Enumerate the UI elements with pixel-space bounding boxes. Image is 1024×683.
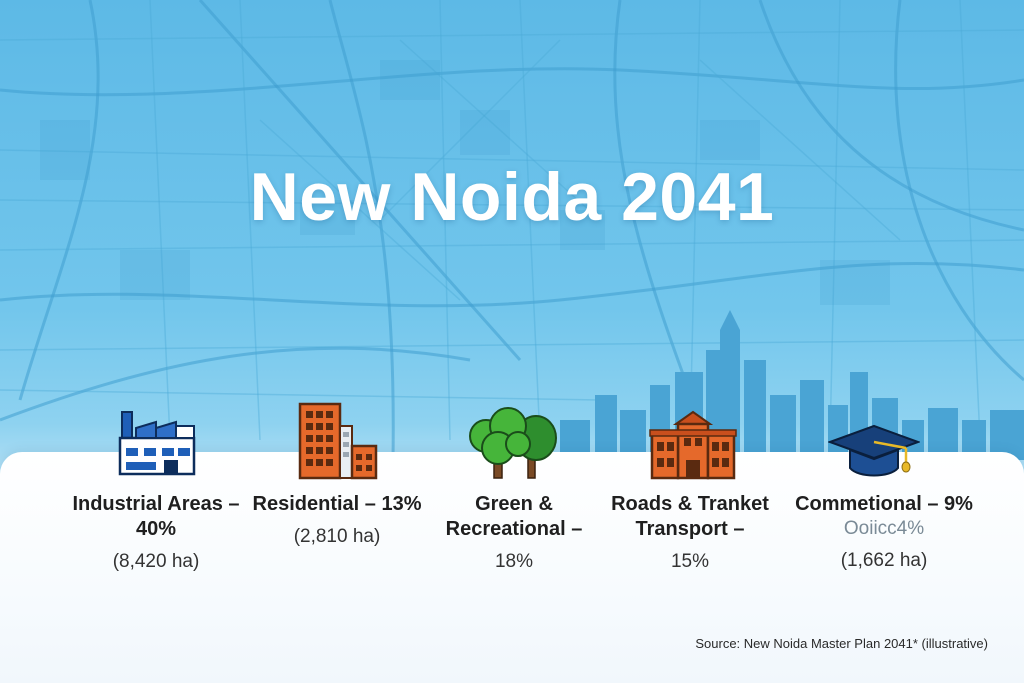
land-use-panel <box>0 452 1024 683</box>
trees-icon <box>469 407 557 479</box>
graduation-cap-icon <box>828 424 920 477</box>
category-commercial: Commetional – 9% Ooiicc4% (1,662 ha) <box>782 492 986 573</box>
station-building-icon <box>649 410 737 480</box>
category-detail: (8,420 ha) <box>112 551 200 572</box>
category-subdetail: Ooiicc4% <box>843 518 925 539</box>
category-residential: Residential – 13% (2,810 ha) <box>252 492 422 549</box>
category-detail: (2,810 ha) <box>293 526 381 547</box>
category-detail: 18% <box>494 551 534 572</box>
category-label: Green & Recreational – <box>445 493 583 540</box>
category-label: Industrial Areas – 40% <box>72 493 240 540</box>
category-label: Residential – 13% <box>252 493 422 515</box>
residential-building-icon <box>298 402 378 480</box>
page-title: New Noida 2041 <box>249 159 775 235</box>
category-label: Commetional – 9% <box>795 493 973 515</box>
category-industrial: Industrial Areas – 40% (8,420 ha) <box>52 492 260 574</box>
category-detail: (1,662 ha) <box>840 550 928 571</box>
source-note: Source: New Noida Master Plan 2041* (ill… <box>695 636 988 651</box>
category-roads: Roads & Tranket Transport – 15% <box>594 492 786 574</box>
category-green: Green & Recreational – 18% <box>414 492 614 574</box>
category-label: Roads & Tranket Transport – <box>611 493 769 540</box>
category-detail: 15% <box>670 551 710 572</box>
factory-icon <box>118 411 196 476</box>
